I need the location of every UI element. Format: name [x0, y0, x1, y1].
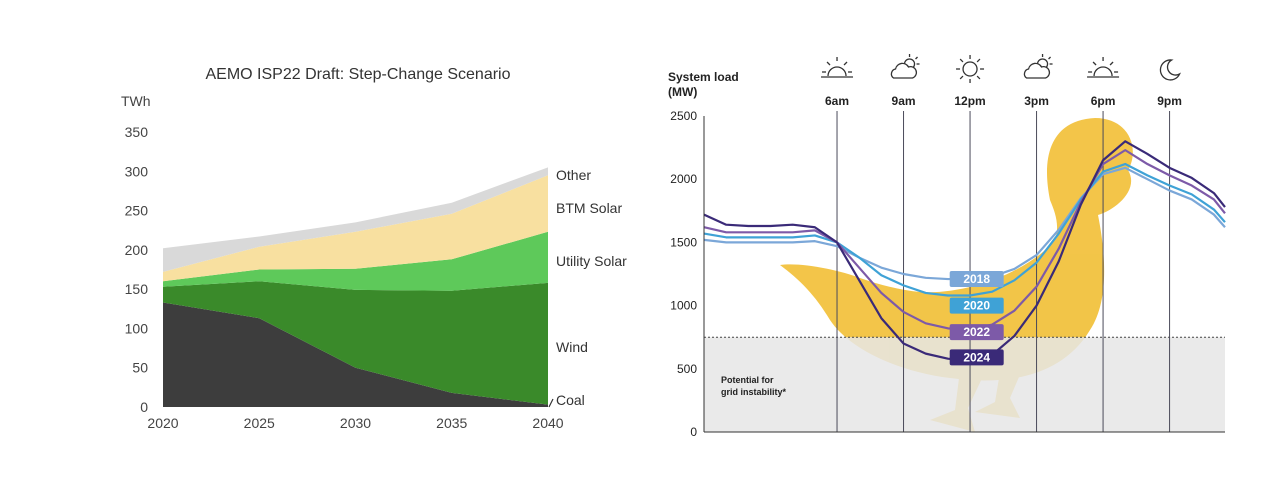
y-tick-label: 350 — [125, 124, 149, 140]
area-btm-solar — [163, 175, 548, 282]
time-label-3pm: 3pm — [1024, 94, 1049, 108]
area-utility-solar — [163, 231, 548, 291]
x-tick-label: 2025 — [244, 415, 275, 431]
time-label-9am: 9am — [892, 94, 916, 108]
year-badge-label: 2020 — [963, 299, 990, 313]
y-tick-label: 2500 — [670, 109, 697, 123]
area-layers — [163, 167, 548, 407]
chart-title: AEMO ISP22 Draft: Step-Change Scenario — [205, 66, 510, 83]
series-labels: Coal Wind Utility Solar BTM Solar Other — [556, 167, 627, 408]
y-tick-label: 300 — [125, 163, 149, 179]
area-coal — [163, 302, 548, 407]
area-other — [163, 167, 548, 272]
area-wind — [163, 281, 548, 405]
sun-icon — [956, 55, 985, 83]
y-axis-label-line1: System load — [668, 70, 739, 84]
series-label-utility-solar: Utility Solar — [556, 253, 627, 269]
duck-curve-chart: 0 500 1000 1500 2000 2500 6am 9am 12pm 3pm 6pm 9pm… — [668, 54, 1226, 439]
year-badge-label: 2022 — [963, 325, 990, 339]
y-tick-label: 50 — [132, 360, 148, 376]
year-badge-2022: 2022 — [949, 324, 1004, 341]
y-axis-label-line2: (MW) — [668, 85, 697, 99]
year-badges: 2018 2020 2022 2024 — [949, 271, 1004, 366]
y-tick-label: 0 — [140, 399, 148, 415]
load-line-2018 — [703, 166, 1226, 281]
series-label-coal: Coal — [556, 392, 585, 408]
series-label-wind: Wind — [556, 339, 588, 355]
sunrise-icon — [821, 57, 854, 78]
y-tick-label: 200 — [125, 242, 149, 258]
y-tick-label: 1000 — [670, 299, 697, 313]
coal-leader-line — [548, 398, 554, 408]
x-tick-label: 2035 — [436, 415, 467, 431]
y-tick-labels: 0 50 100 150 200 250 300 350 — [125, 124, 149, 415]
y-tick-label: 100 — [125, 320, 149, 336]
y-tick-label: 0 — [690, 425, 697, 439]
partly-cloudy-icon — [890, 54, 920, 79]
moon-icon — [1159, 59, 1181, 81]
time-marker-icons — [821, 54, 1181, 83]
y-tick-label: 150 — [125, 281, 149, 297]
year-badge-label: 2018 — [963, 272, 990, 286]
series-label-other: Other — [556, 167, 591, 183]
load-line-2020 — [703, 162, 1226, 297]
y-tick-labels: 0 500 1000 1500 2000 2500 — [670, 109, 697, 439]
time-label-6pm: 6pm — [1091, 94, 1116, 108]
x-tick-label: 2040 — [532, 415, 563, 431]
time-label-9pm: 9pm — [1157, 94, 1182, 108]
y-axis-label: TWh — [121, 93, 151, 109]
time-label-12pm: 12pm — [954, 94, 985, 108]
y-tick-label: 2000 — [670, 172, 697, 186]
instability-note-line2: grid instability* — [721, 387, 787, 397]
partly-cloudy-icon — [1023, 54, 1053, 79]
x-tick-labels: 2020 2025 2030 2035 2040 — [147, 415, 563, 431]
year-badge-2024: 2024 — [949, 349, 1004, 366]
sunset-icon — [1087, 57, 1120, 78]
time-marker-labels: 6am 9am 12pm 3pm 6pm 9pm — [825, 94, 1182, 108]
y-tick-label: 500 — [677, 362, 697, 376]
x-tick-label: 2030 — [340, 415, 371, 431]
year-badge-2020: 2020 — [949, 297, 1004, 314]
year-badge-2018: 2018 — [949, 271, 1004, 288]
instability-note-line1: Potential for — [721, 375, 774, 385]
y-tick-label: 250 — [125, 203, 149, 219]
stacked-area-chart: AEMO ISP22 Draft: Step-Change Scenario T… — [121, 66, 627, 431]
year-badge-label: 2024 — [963, 350, 990, 364]
x-tick-label: 2020 — [147, 415, 178, 431]
series-label-btm-solar: BTM Solar — [556, 200, 622, 216]
time-label-6am: 6am — [825, 94, 849, 108]
y-tick-label: 1500 — [670, 235, 697, 249]
